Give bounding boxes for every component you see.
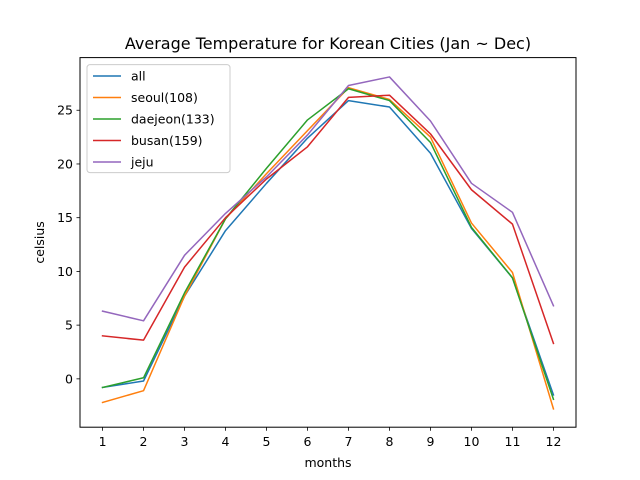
y-tick-label-0: 0 <box>65 371 73 386</box>
y-tick-label-3: 15 <box>57 210 73 225</box>
plot-frame <box>79 57 577 428</box>
x-tick-label-1: 2 <box>140 434 148 449</box>
legend-label-4: jeju <box>130 155 154 170</box>
x-tick-label-3: 4 <box>222 434 230 449</box>
y-axis-label: celsius <box>32 221 47 263</box>
x-axis: 1 2 3 4 5 6 7 8 9 10 11 12 <box>99 427 562 449</box>
y-tick-label-5: 25 <box>57 103 73 118</box>
y-tick-label-2: 10 <box>57 264 73 279</box>
series-layer <box>101 76 555 410</box>
x-tick-label-10: 11 <box>505 434 521 449</box>
x-tick-label-11: 12 <box>546 434 562 449</box>
legend-label-3: busan(159) <box>131 133 203 148</box>
legend-label-0: all <box>131 69 146 84</box>
series-line-4 <box>101 76 555 322</box>
x-tick-label-5: 6 <box>304 434 312 449</box>
legend-label-1: seoul(108) <box>131 90 198 105</box>
x-tick-label-9: 10 <box>464 434 480 449</box>
y-tick-label-4: 20 <box>57 156 73 171</box>
y-axis: 0 5 10 15 20 25 <box>57 103 80 386</box>
x-tick-label-6: 7 <box>345 434 353 449</box>
x-tick-label-0: 1 <box>99 434 107 449</box>
chart-title: Average Temperature for Korean Cities (J… <box>125 34 531 53</box>
x-tick-label-7: 8 <box>386 434 394 449</box>
series-line-3 <box>101 94 555 345</box>
y-tick-label-1: 5 <box>65 318 73 333</box>
series-line-2 <box>101 88 555 401</box>
x-tick-label-4: 5 <box>263 434 271 449</box>
legend-label-2: daejeon(133) <box>131 112 215 127</box>
x-tick-label-8: 9 <box>427 434 435 449</box>
x-tick-label-2: 3 <box>181 434 189 449</box>
legend-box <box>86 64 231 174</box>
legend: all seoul(108) daejeon(133) busan(159) jeju <box>86 64 231 174</box>
x-axis-label: months <box>304 455 351 470</box>
